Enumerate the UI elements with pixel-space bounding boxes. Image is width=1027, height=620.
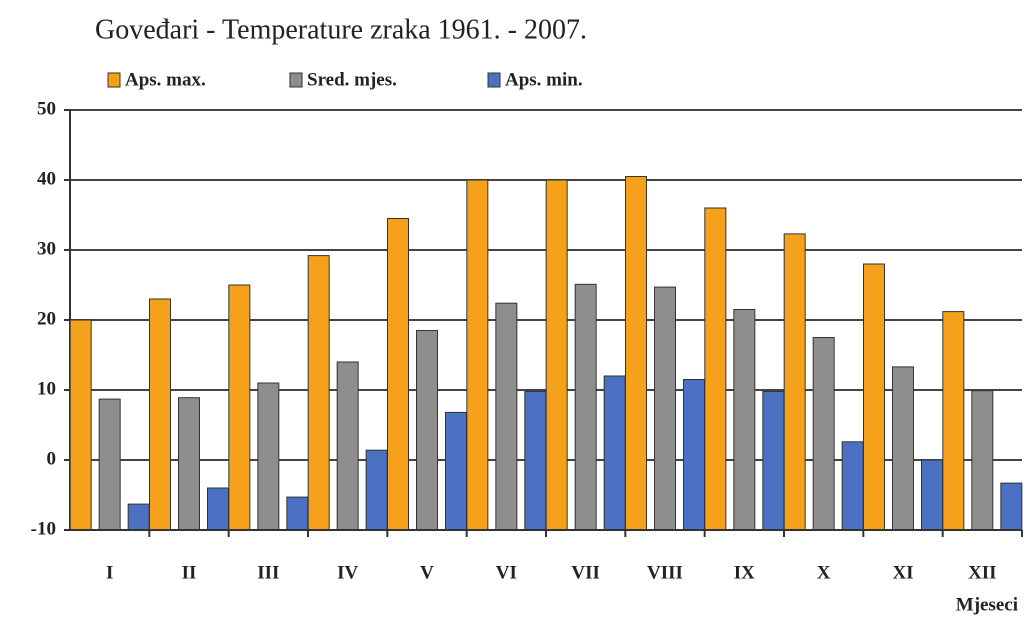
bar	[98, 398, 121, 531]
bar	[127, 503, 150, 531]
bar	[495, 302, 518, 531]
bar	[892, 366, 914, 531]
legend-swatch	[289, 72, 303, 88]
bar	[733, 309, 756, 531]
bar	[704, 207, 727, 531]
chart-title: Goveđari - Temperature zraka 1961. - 200…	[95, 14, 587, 45]
bar	[466, 179, 489, 531]
x-tick-label: II	[182, 562, 197, 583]
x-axis-label: Mjeseci	[956, 594, 1018, 615]
y-tick-label: 10	[37, 378, 56, 399]
bar	[207, 487, 229, 531]
bar	[783, 233, 806, 531]
bar	[257, 382, 280, 531]
y-tick-label: 40	[37, 168, 56, 189]
bar	[863, 263, 885, 531]
y-tick-label: 30	[37, 238, 56, 259]
bar	[416, 330, 438, 531]
bar	[149, 298, 171, 531]
bar	[228, 284, 251, 531]
bar	[69, 319, 92, 531]
y-tick-label: 0	[47, 448, 57, 469]
bar	[445, 411, 467, 531]
y-tick-label: -10	[31, 518, 56, 539]
x-tick-label: III	[257, 562, 279, 583]
bar	[603, 375, 626, 531]
bar	[971, 390, 994, 531]
bar	[654, 286, 676, 531]
x-tick-label: I	[106, 562, 113, 583]
bar	[365, 449, 388, 531]
bar	[921, 459, 943, 531]
x-tick-label: V	[420, 562, 434, 583]
y-tick-label: 50	[37, 98, 56, 119]
bar	[545, 179, 568, 531]
x-tick-label: XII	[968, 562, 997, 583]
x-tick-label: VIII	[647, 562, 683, 583]
bar	[683, 379, 705, 531]
bar	[812, 337, 835, 531]
x-tick-label: VI	[496, 562, 517, 583]
legend-swatch	[487, 72, 501, 88]
x-tick-label: VII	[571, 562, 600, 583]
bar	[1000, 482, 1023, 531]
bar	[307, 255, 330, 531]
bar	[841, 441, 864, 531]
bar	[574, 283, 597, 531]
legend-swatch	[107, 72, 121, 88]
bar	[625, 176, 647, 531]
x-tick-label: X	[817, 562, 831, 583]
bar	[178, 397, 200, 531]
bar	[286, 496, 309, 531]
x-tick-label: XI	[892, 562, 913, 583]
bar	[387, 218, 409, 531]
bar	[942, 311, 965, 531]
legend-label: Sred. mjes.	[307, 69, 397, 90]
bar	[762, 390, 785, 531]
legend-label: Aps. max.	[125, 69, 206, 90]
y-tick-label: 20	[37, 308, 56, 329]
x-tick-label: IX	[734, 562, 755, 583]
x-tick-label: IV	[337, 562, 358, 583]
bar	[524, 390, 547, 531]
legend-label: Aps. min.	[505, 69, 583, 90]
bar	[336, 361, 359, 531]
